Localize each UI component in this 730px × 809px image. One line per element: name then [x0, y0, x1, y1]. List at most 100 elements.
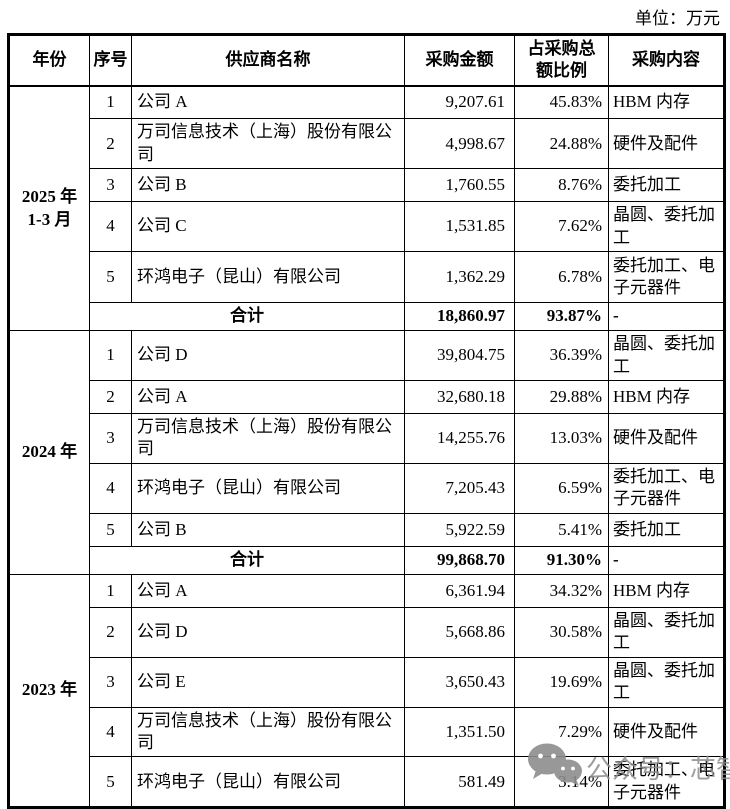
header-pct: 占采购总 额比例 [514, 33, 609, 87]
purchase-content: 委托加工 [608, 168, 725, 203]
total-amount: 18,860.97 [404, 302, 515, 332]
supplier-name: 环鸿电子（昆山）有限公司 [131, 756, 405, 809]
header-year: 年份 [8, 33, 90, 87]
purchase-amount: 7,205.43 [404, 462, 515, 514]
row-no: 1 [89, 85, 132, 120]
header-amount: 采购金额 [404, 33, 515, 87]
purchase-amount: 1,362.29 [404, 251, 515, 304]
row-no: 2 [89, 606, 132, 658]
purchase-amount: 5,922.59 [404, 512, 515, 547]
year-cell-2023: 2023 年 [8, 573, 90, 809]
total-row-2024: 合计 99,868.70 91.30% - [9, 545, 725, 575]
row-no: 3 [89, 168, 132, 203]
table-row: 3 公司 E 3,650.43 19.69% 晶圆、委托加工 [9, 656, 725, 708]
purchase-amount: 1,760.55 [404, 168, 515, 203]
table-row: 2 万司信息技术（上海）股份有限公司 4,998.67 24.88% 硬件及配件 [9, 118, 725, 170]
purchase-content: 晶圆、委托加工 [608, 656, 725, 708]
table-row: 2 公司 D 5,668.86 30.58% 晶圆、委托加工 [9, 606, 725, 658]
table-row: 5 环鸿电子（昆山）有限公司 581.49 3.14% 委托加工、电子元器件 [9, 756, 725, 809]
supplier-name: 环鸿电子（昆山）有限公司 [131, 462, 405, 514]
purchase-amount: 1,351.50 [404, 706, 515, 758]
purchase-pct: 8.76% [514, 168, 609, 203]
table-row: 5 环鸿电子（昆山）有限公司 1,362.29 6.78% 委托加工、电子元器件 [9, 251, 725, 304]
total-row-2025: 合计 18,860.97 93.87% - [9, 302, 725, 332]
total-label: 合计 [89, 302, 405, 332]
purchase-content: 委托加工、电子元器件 [608, 251, 725, 304]
row-no: 4 [89, 462, 132, 514]
total-content: - [608, 545, 725, 575]
total-pct: 93.87% [514, 302, 609, 332]
purchase-pct: 6.78% [514, 251, 609, 304]
row-no: 2 [89, 380, 132, 414]
header-supplier: 供应商名称 [131, 33, 405, 87]
total-content: - [608, 302, 725, 332]
purchase-pct: 7.29% [514, 706, 609, 758]
supplier-name: 万司信息技术（上海）股份有限公司 [131, 118, 405, 170]
supplier-name: 万司信息技术（上海）股份有限公司 [131, 413, 405, 464]
table-row: 2 公司 A 32,680.18 29.88% HBM 内存 [9, 380, 725, 414]
row-no: 5 [89, 512, 132, 547]
total-pct: 91.30% [514, 545, 609, 575]
row-no: 1 [89, 330, 132, 381]
purchase-pct: 34.32% [514, 573, 609, 608]
supplier-name: 公司 A [131, 380, 405, 414]
supplier-name: 公司 B [131, 168, 405, 203]
purchase-pct: 30.58% [514, 606, 609, 658]
row-no: 5 [89, 756, 132, 809]
table-row: 4 万司信息技术（上海）股份有限公司 1,351.50 7.29% 硬件及配件 [9, 706, 725, 758]
purchase-content: 委托加工、电子元器件 [608, 462, 725, 514]
total-label: 合计 [89, 545, 405, 575]
purchase-content: 晶圆、委托加工 [608, 330, 725, 381]
purchase-amount: 9,207.61 [404, 85, 515, 120]
purchase-amount: 3,650.43 [404, 656, 515, 708]
row-no: 3 [89, 656, 132, 708]
row-no: 1 [89, 573, 132, 608]
purchase-pct: 5.41% [514, 512, 609, 547]
supplier-name: 公司 A [131, 85, 405, 120]
unit-label: 单位：万元 [635, 9, 720, 28]
table-row: 2023 年 1 公司 A 6,361.94 34.32% HBM 内存 [8, 573, 725, 809]
purchase-amount: 4,998.67 [404, 118, 515, 170]
header-row: 年份 序号 供应商名称 采购金额 占采购总 额比例 采购内容 [8, 33, 725, 87]
purchase-content: 委托加工、电子元器件 [608, 756, 725, 809]
table-row: 3 公司 B 1,760.55 8.76% 委托加工 [9, 168, 725, 203]
row-no: 4 [89, 706, 132, 758]
year-cell-2025: 2025 年 1-3 月 [8, 85, 90, 332]
supplier-name: 公司 D [131, 330, 405, 381]
purchase-content: 晶圆、委托加工 [608, 606, 725, 658]
purchase-amount: 39,804.75 [404, 330, 515, 381]
year-cell-2024: 2024 年 [8, 330, 90, 575]
supplier-name: 环鸿电子（昆山）有限公司 [131, 251, 405, 304]
supplier-name: 公司 D [131, 606, 405, 658]
purchase-content: HBM 内存 [608, 85, 725, 120]
purchase-amount: 14,255.76 [404, 413, 515, 464]
row-no: 3 [89, 413, 132, 464]
table-row: 2024 年 1 公司 D 39,804.75 36.39% 晶圆、委托加工 [8, 330, 725, 575]
purchase-pct: 24.88% [514, 118, 609, 170]
purchase-pct: 36.39% [514, 330, 609, 381]
row-no: 5 [89, 251, 132, 304]
purchase-content: 硬件及配件 [608, 118, 725, 170]
table-row: 5 公司 B 5,922.59 5.41% 委托加工 [9, 512, 725, 547]
procurement-table: 年份 序号 供应商名称 采购金额 占采购总 额比例 采购内容 2025 年 1-… [7, 33, 726, 809]
supplier-name: 公司 A [131, 573, 405, 608]
total-amount: 99,868.70 [404, 545, 515, 575]
procurement-table-wrapper: 年份 序号 供应商名称 采购金额 占采购总 额比例 采购内容 2025 年 1-… [7, 33, 726, 809]
purchase-pct: 19.69% [514, 656, 609, 708]
purchase-pct: 13.03% [514, 413, 609, 464]
table-row: 4 公司 C 1,531.85 7.62% 晶圆、委托加工 [9, 201, 725, 253]
purchase-amount: 5,668.86 [404, 606, 515, 658]
purchase-content: 硬件及配件 [608, 413, 725, 464]
purchase-pct: 45.83% [514, 85, 609, 120]
purchase-pct: 6.59% [514, 462, 609, 514]
purchase-pct: 29.88% [514, 380, 609, 414]
table-row: 2025 年 1-3 月 1 公司 A 9,207.61 45.83% HBM … [8, 85, 725, 332]
table-row: 4 环鸿电子（昆山）有限公司 7,205.43 6.59% 委托加工、电子元器件 [9, 462, 725, 514]
purchase-amount: 6,361.94 [404, 573, 515, 608]
purchase-content: 委托加工 [608, 512, 725, 547]
supplier-name: 公司 C [131, 201, 405, 253]
supplier-name: 公司 E [131, 656, 405, 708]
purchase-content: 晶圆、委托加工 [608, 201, 725, 253]
purchase-content: HBM 内存 [608, 380, 725, 414]
supplier-name: 万司信息技术（上海）股份有限公司 [131, 706, 405, 758]
